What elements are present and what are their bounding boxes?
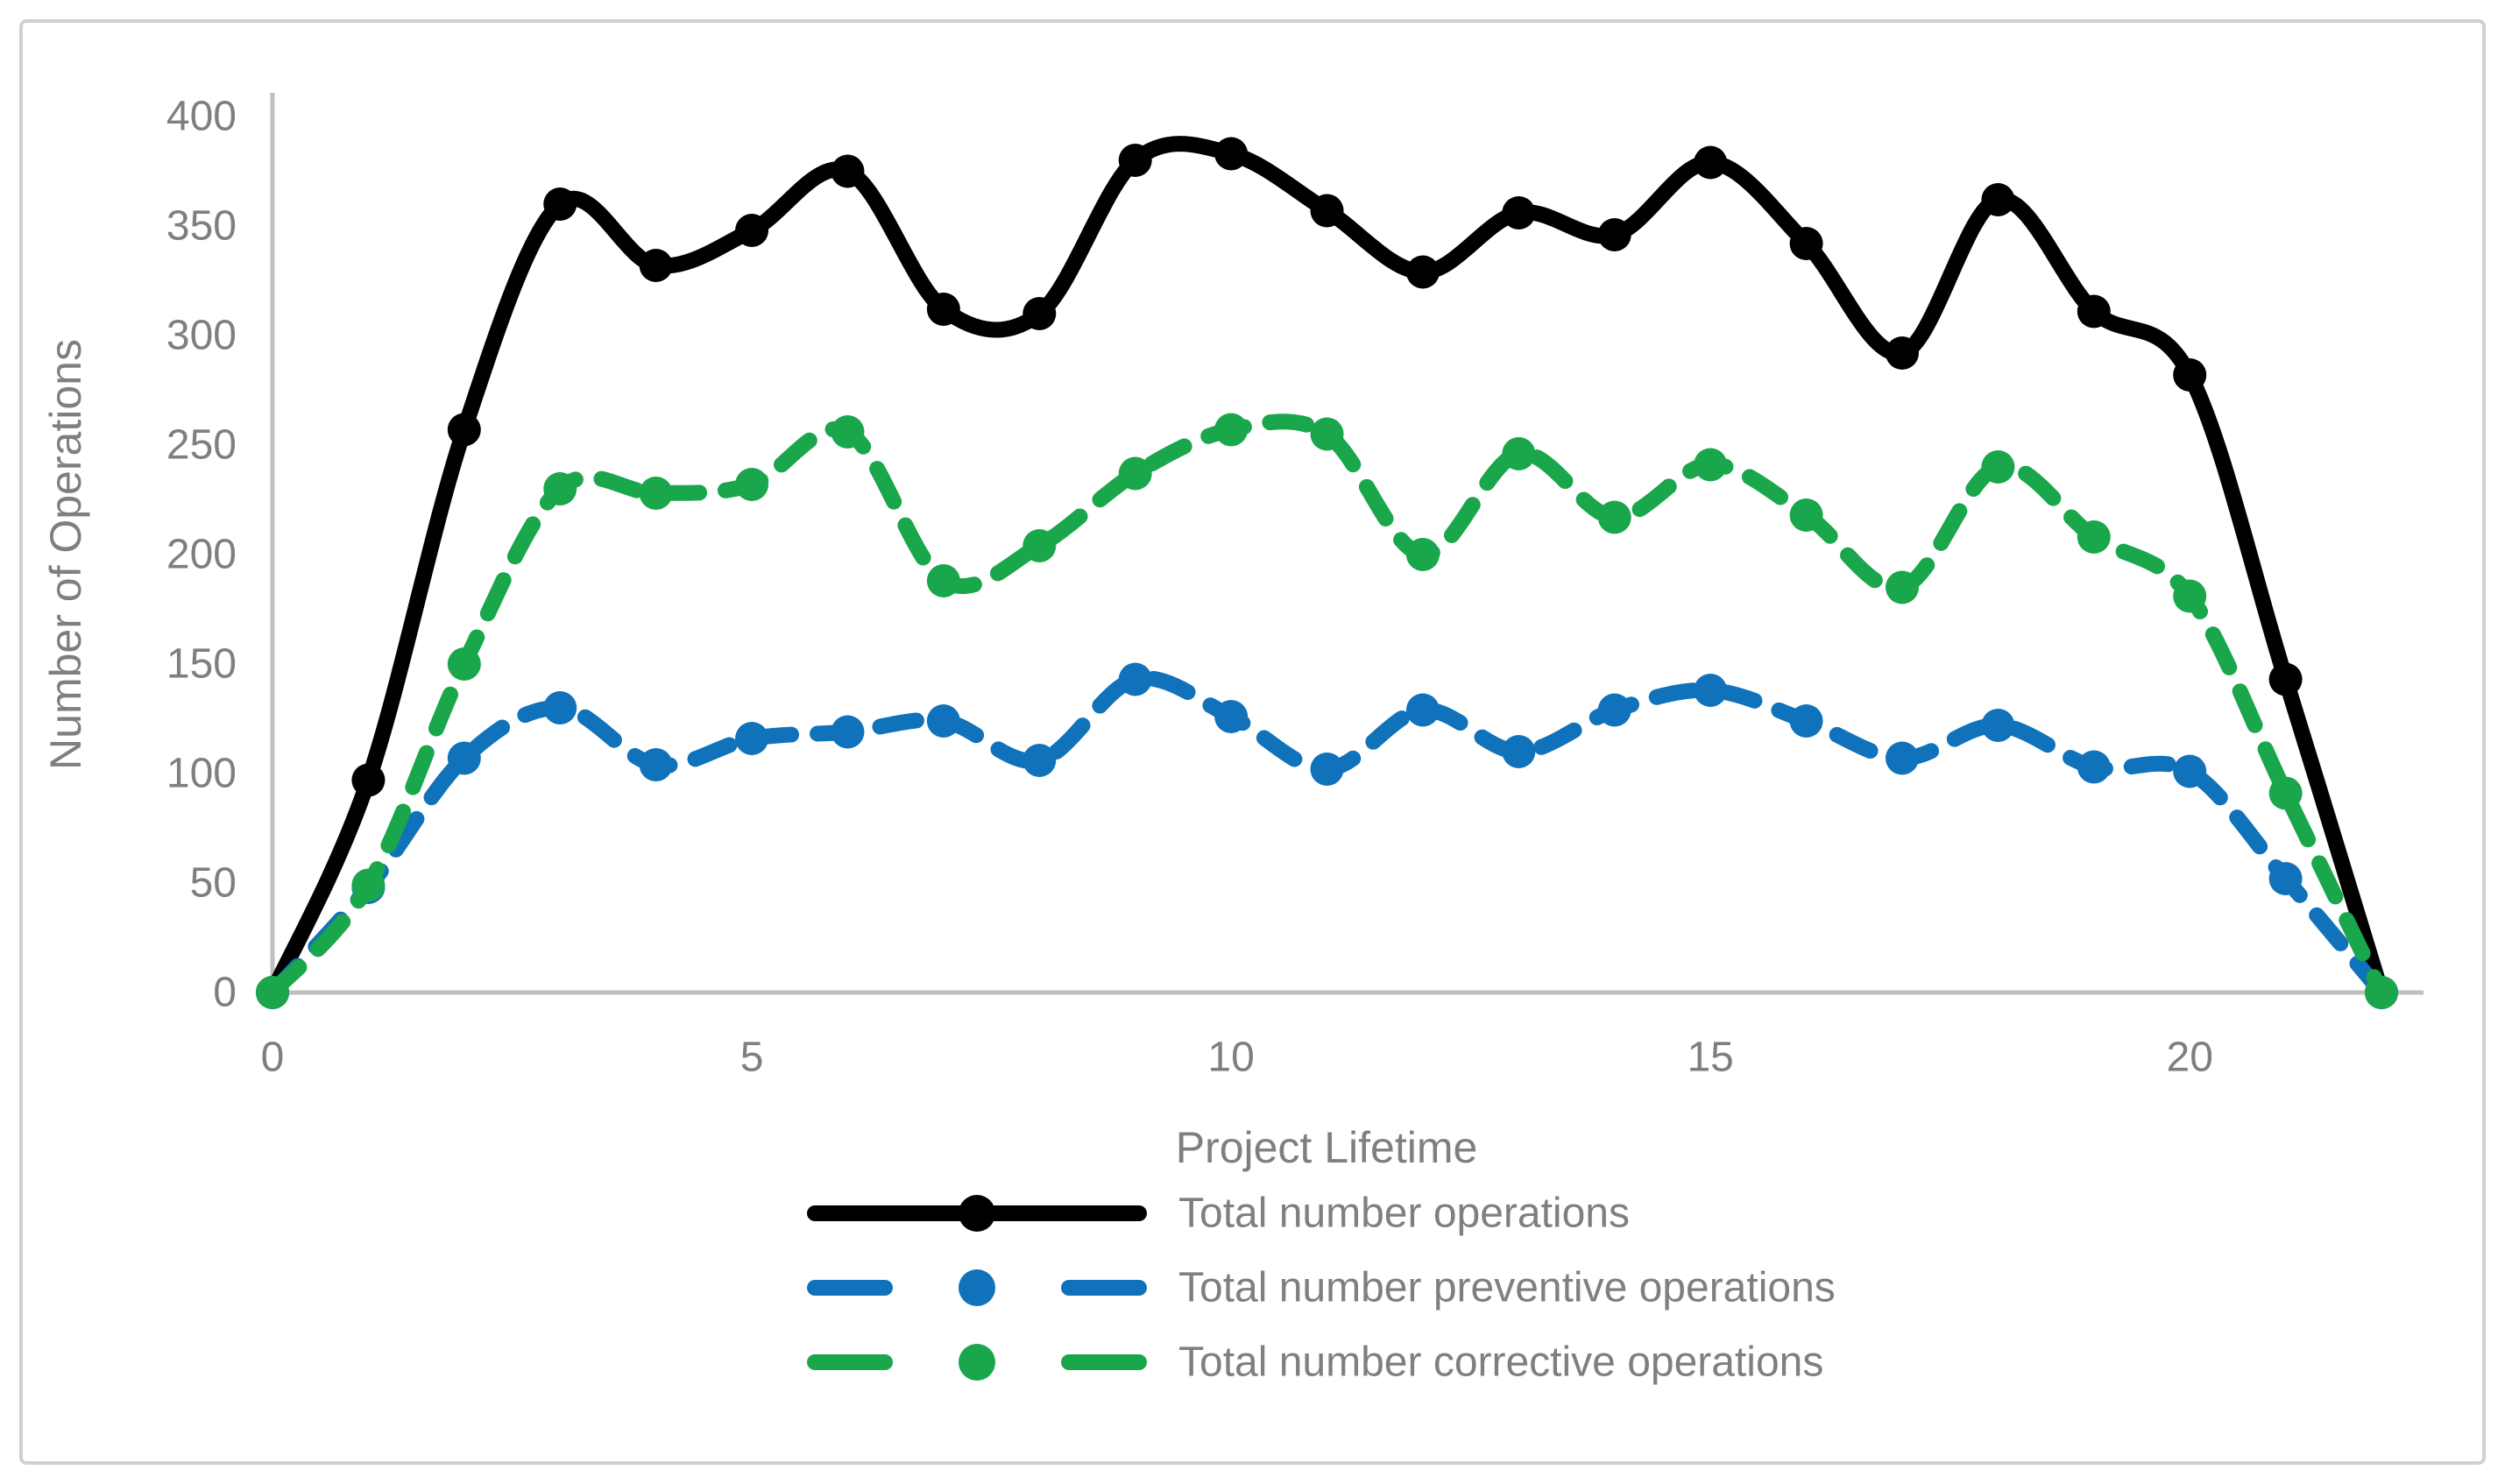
figure-border [19, 19, 2486, 1465]
data-point-marker [1023, 529, 1057, 562]
data-point-marker [1694, 674, 1728, 707]
data-point-marker [2173, 754, 2207, 788]
data-point-marker [1789, 227, 1823, 260]
data-point-marker [1310, 417, 1344, 451]
data-point-marker [1885, 570, 1919, 604]
data-point-marker [1885, 336, 1919, 370]
legend-label: Total number operations [1178, 1191, 1630, 1237]
axes [270, 93, 2424, 995]
data-point-marker [1981, 709, 2015, 742]
x-tick-label: 10 [1207, 1035, 1254, 1081]
data-point-marker [1310, 753, 1344, 786]
data-point-marker [1597, 218, 1631, 251]
plot-series [256, 136, 2399, 1009]
data-point-marker [1789, 498, 1823, 532]
data-point-marker [1310, 194, 1344, 228]
data-point-marker [639, 477, 673, 510]
data-point-marker [1118, 144, 1152, 177]
data-point-marker [1597, 500, 1631, 534]
data-point-marker [639, 249, 673, 282]
data-point-marker [2173, 579, 2207, 613]
y-tick-label: 350 [166, 203, 237, 250]
x-axis-title: Project Lifetime [1176, 1123, 1478, 1172]
y-tick-label: 150 [166, 641, 237, 688]
y-tick-label: 300 [166, 313, 237, 359]
legend-marker [959, 1269, 995, 1306]
data-point-marker [2268, 776, 2303, 810]
data-point-marker [447, 647, 481, 681]
data-point-marker [1023, 744, 1057, 777]
data-point-marker [1214, 413, 1249, 447]
data-point-marker [926, 564, 960, 597]
data-point-marker [1502, 437, 1536, 470]
data-point-marker [735, 468, 769, 501]
data-point-marker [1023, 297, 1057, 330]
data-point-marker [1405, 538, 1440, 571]
x-tick-label: 5 [740, 1035, 764, 1081]
y-tick-label: 100 [166, 751, 237, 797]
data-point-marker [735, 722, 769, 755]
legend-marker [959, 1344, 995, 1381]
data-point-marker [735, 214, 769, 247]
legend-label: Total number corrective operations [1178, 1339, 1823, 1386]
legend-label: Total number preventive operations [1178, 1265, 1836, 1311]
data-point-marker [1597, 693, 1631, 727]
series-line-0 [265, 136, 2389, 1000]
series-line-1 [265, 670, 2389, 1000]
y-tick-label: 250 [166, 422, 237, 469]
series-line-2 [265, 413, 2389, 1000]
data-point-marker [2173, 358, 2207, 392]
data-point-marker [447, 741, 481, 775]
data-point-marker [831, 415, 865, 449]
data-point-marker [926, 704, 960, 738]
data-point-marker [1118, 456, 1152, 491]
data-point-marker [447, 413, 481, 447]
data-point-marker [2077, 294, 2111, 329]
data-point-marker [256, 976, 289, 1009]
data-point-marker [543, 691, 577, 724]
data-point-marker [1118, 662, 1152, 696]
data-point-marker [543, 187, 577, 221]
data-point-marker [1214, 700, 1249, 733]
data-point-marker [1885, 741, 1919, 775]
x-tick-label: 20 [2167, 1035, 2213, 1081]
data-point-marker [543, 472, 577, 505]
data-point-marker [831, 154, 865, 188]
data-point-marker [2365, 976, 2399, 1009]
tick-labels: 0 50 100 150 200 250 300 350 400 0 5 10 15 20 [166, 94, 2213, 1081]
data-point-marker [1502, 735, 1536, 768]
legend-item: Total number operations [807, 1191, 1630, 1237]
data-point-marker [1789, 704, 1823, 738]
data-point-marker [1981, 183, 2015, 216]
y-axis-title: Number of Operations [41, 339, 90, 770]
data-point-marker [351, 763, 386, 797]
data-point-marker [351, 868, 386, 902]
y-tick-label: 400 [166, 94, 237, 140]
data-point-marker [2268, 662, 2303, 696]
y-tick-label: 50 [190, 860, 237, 907]
legend: Total number operations Total number prev… [807, 1191, 1836, 1386]
data-point-marker [1405, 693, 1440, 727]
x-tick-label: 15 [1687, 1035, 1733, 1081]
data-point-marker [1694, 448, 1728, 482]
data-point-marker [1405, 255, 1440, 289]
data-point-marker [1981, 450, 2015, 484]
y-tick-label: 0 [213, 970, 237, 1016]
legend-marker [959, 1195, 995, 1232]
x-tick-label: 0 [261, 1035, 285, 1081]
data-point-marker [1502, 196, 1536, 230]
data-point-marker [2077, 750, 2111, 784]
legend-item: Total number corrective operations [807, 1339, 1823, 1386]
legend-item: Total number preventive operations [807, 1265, 1836, 1311]
data-point-marker [926, 293, 960, 326]
y-tick-label: 200 [166, 532, 237, 578]
data-point-marker [1694, 145, 1728, 180]
data-point-marker [2268, 862, 2303, 895]
data-point-marker [2077, 520, 2111, 554]
data-point-marker [1214, 137, 1249, 171]
data-point-marker [831, 715, 865, 749]
data-point-marker [639, 748, 673, 781]
